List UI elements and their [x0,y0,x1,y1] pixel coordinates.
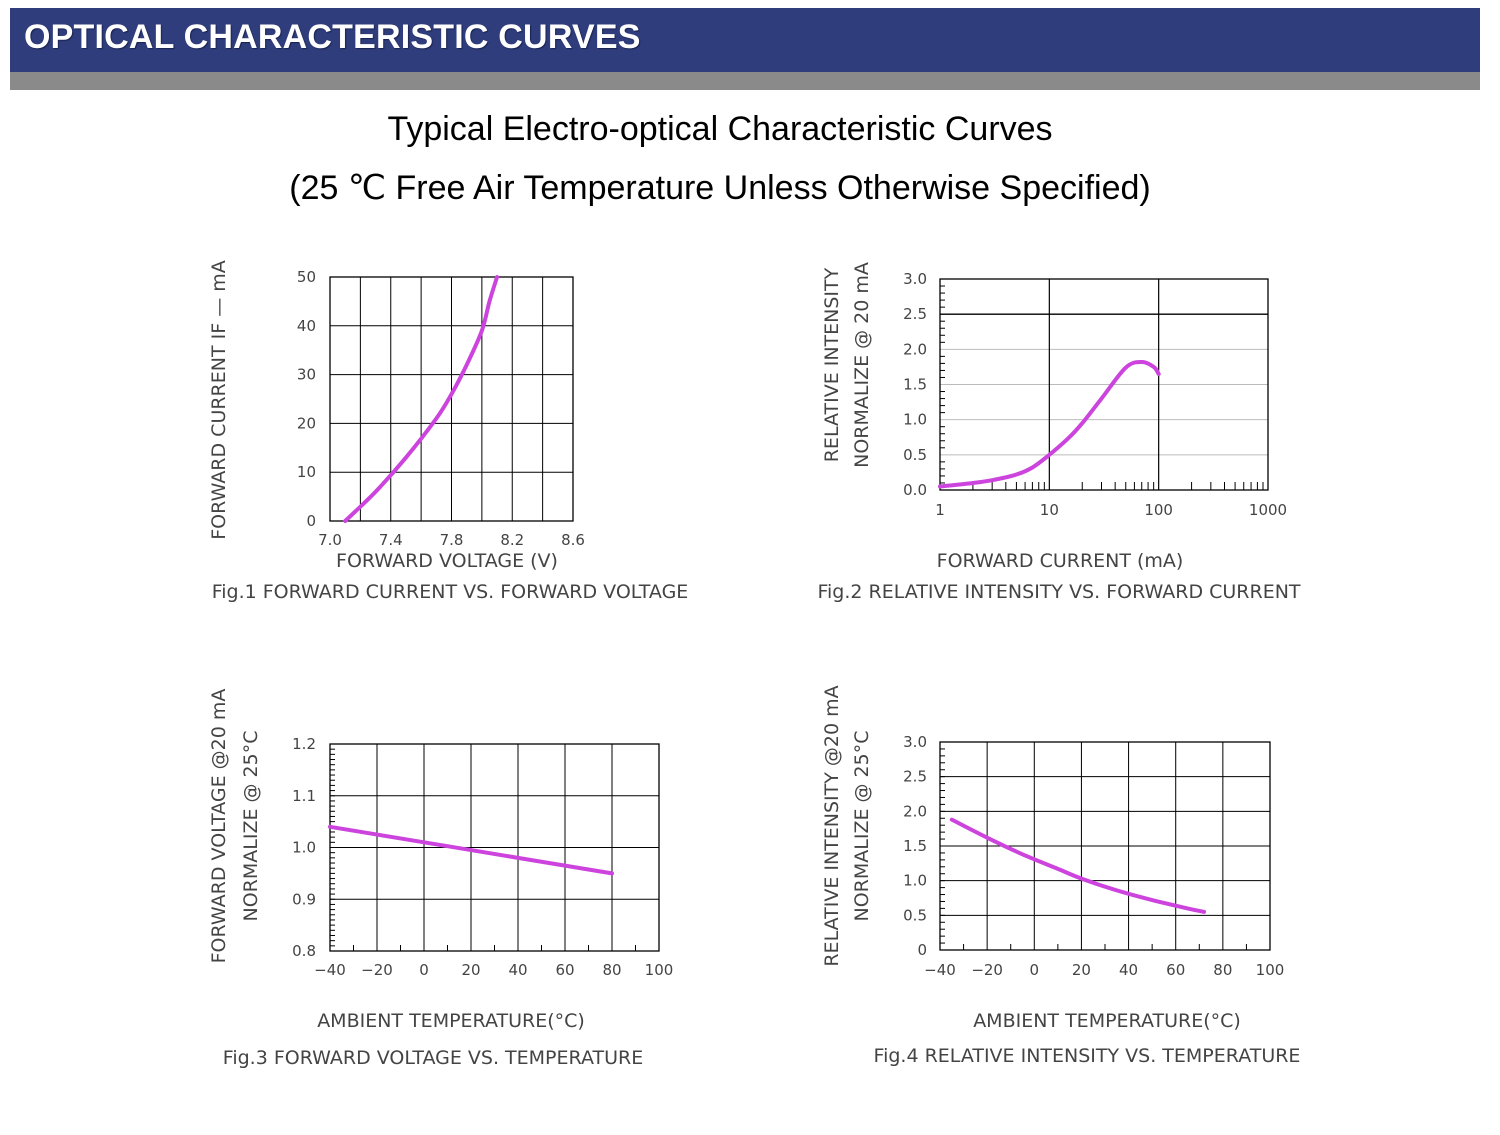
figure-caption: Fig.1 FORWARD CURRENT VS. FORWARD VOLTAG… [212,581,689,603]
y-tick-label: 0.0 [903,481,927,499]
y-tick-label: 2.0 [903,802,927,820]
y-tick-label: 0.5 [903,906,927,924]
y-axis-label: RELATIVE INTENSITY @20 mA [821,685,843,966]
x-tick-label: 8.6 [561,531,585,549]
x-tick-label: 40 [508,961,527,979]
y-axis-label: FORWARD VOLTAGE @20 mA [208,689,230,964]
x-tick-label: 80 [1213,961,1232,979]
x-tick-label: 20 [461,961,480,979]
y-tick-label: 0.5 [903,446,927,464]
page-title: OPTICAL CHARACTERISTIC CURVES [24,18,641,56]
x-tick-label: 8.2 [500,531,524,549]
figure-caption: Fig.2 RELATIVE INTENSITY VS. FORWARD CUR… [817,581,1300,603]
y-tick-label: 0.9 [292,890,316,908]
series-line [343,275,500,523]
x-tick-label: −20 [361,961,393,979]
y-tick-label: 1.0 [903,872,927,890]
chart-2: 1 10 100 1000 0.0 0.5 1.0 1.5 2.0 2.5 3.0 FORWARD C… [817,262,1300,603]
x-axis-label: AMBIENT TEMPERATURE(°C) [973,1010,1241,1032]
x-tick-label: 60 [555,961,574,979]
y-tick-label: 50 [297,268,316,286]
y-tick-label: 10 [297,463,316,481]
x-tick-label: 7.8 [440,531,464,549]
series-line [938,359,1161,489]
y-tick-label: 3.0 [903,270,927,288]
y-axis-label: RELATIVE INTENSITY [821,267,843,462]
y-tick-label: 0 [306,512,316,530]
plot-frame [939,741,1271,951]
x-tick-label: 100 [1256,961,1285,979]
y-tick-label: 3.0 [903,733,927,751]
x-tick-label: −20 [971,961,1003,979]
y-tick-label: 1.5 [903,837,927,855]
y-tick-label: 40 [297,317,316,335]
page-subtitle-line1: Typical Electro-optical Characteristic C… [387,110,1053,148]
x-tick-label: 0 [419,961,429,979]
plot-frame [329,743,660,952]
plot-frame [329,276,574,522]
x-tick-label: 7.4 [379,531,403,549]
figure-caption: Fig.4 RELATIVE INTENSITY VS. TEMPERATURE [874,1045,1301,1067]
y-tick-label: 2.5 [903,305,927,323]
y-axis-label: NORMALIZE @ 25°C [240,731,262,922]
y-tick-label: 0 [917,941,927,959]
x-tick-label: 10 [1040,501,1059,519]
y-tick-label: 30 [297,366,316,384]
y-axis-label: NORMALIZE @ 20 mA [851,262,873,468]
y-tick-label: 2.5 [903,768,927,786]
y-axis-label: NORMALIZE @ 25°C [851,731,873,922]
y-tick-label: 1.5 [903,376,927,394]
y-tick-label: 1.0 [903,411,927,429]
chart-1: 7.0 7.4 7.8 8.2 8.6 0 10 20 30 40 50 FORWARD VOLTAG… [208,260,688,603]
x-tick-label: 1 [935,501,945,519]
series-line [949,817,1206,914]
x-tick-label: 1000 [1249,501,1287,519]
chart-4: −40 −20 0 20 40 60 80 100 0 0.5 1.0 1.5 2.0 2.5 3.0 AMB… [821,685,1300,1067]
x-tick-label: −40 [314,961,346,979]
x-tick-label: 80 [602,961,621,979]
x-tick-label: −40 [924,961,956,979]
x-tick-label: 60 [1166,961,1185,979]
x-axis-label: FORWARD VOLTAGE (V) [336,550,558,572]
y-tick-label: 1.2 [292,735,316,753]
x-axis-label: AMBIENT TEMPERATURE(°C) [317,1010,585,1032]
header-banner [10,8,1480,72]
header-banner-shadow [10,72,1480,90]
x-axis-label: FORWARD CURRENT (mA) [937,550,1184,572]
y-tick-label: 20 [297,414,316,432]
figure-caption: Fig.3 FORWARD VOLTAGE VS. TEMPERATURE [223,1047,643,1069]
page-subtitle-line2: (25 ℃ Free Air Temperature Unless Otherw… [289,169,1151,207]
x-tick-label: 0 [1030,961,1040,979]
y-tick-label: 1.0 [292,839,316,857]
y-axis-label: FORWARD CURRENT IF — mA [208,260,230,540]
chart-3: −40 −20 0 20 40 60 80 100 0.8 0.9 1.0 1.1 1.2 AMBIENT… [208,689,673,1069]
x-tick-label: 100 [1144,501,1173,519]
series-line [328,824,614,876]
y-tick-label: 0.8 [292,942,316,960]
x-tick-label: 40 [1119,961,1138,979]
x-tick-label: 7.0 [318,531,342,549]
y-tick-label: 1.1 [292,787,316,805]
plot-frame [939,278,1269,491]
y-tick-label: 2.0 [903,340,927,358]
x-tick-label: 20 [1072,961,1091,979]
x-tick-label: 100 [645,961,674,979]
